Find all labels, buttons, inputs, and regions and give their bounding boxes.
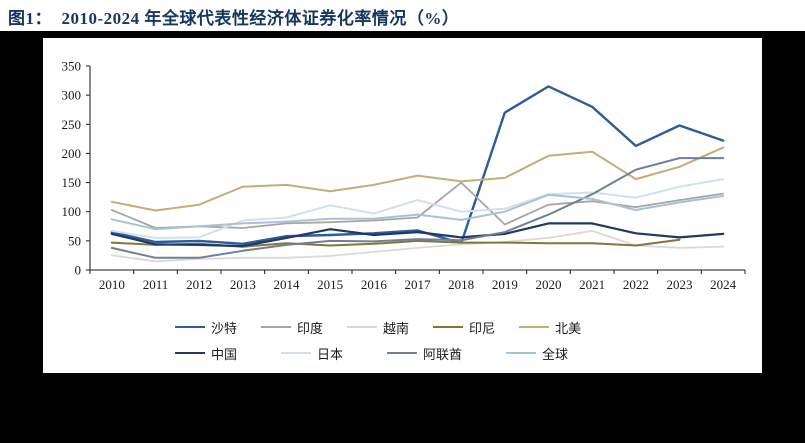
legend-label: 印尼 xyxy=(469,320,496,336)
x-axis-labels: 2010 2011 2012 2013 2014 2015 2016 2017 2018 2019… xyxy=(99,277,737,292)
legend-line-swatch xyxy=(519,326,550,328)
y-tick-label: 200 xyxy=(62,146,82,161)
x-tick-label: 2010 xyxy=(99,277,125,292)
series-line-7 xyxy=(110,157,725,259)
legend-line-swatch xyxy=(175,326,205,328)
series-line-2 xyxy=(110,229,725,263)
legend-label: 越南 xyxy=(383,320,410,336)
x-tick-label: 2012 xyxy=(186,277,212,292)
legend-label: 北美 xyxy=(555,320,582,336)
x-tick-label: 2020 xyxy=(536,277,562,292)
legend-item-2: 越南 xyxy=(347,318,409,337)
y-tick-label: 100 xyxy=(62,204,82,219)
series-line-1 xyxy=(110,181,725,229)
series-line-5 xyxy=(110,222,725,248)
legend-item-7: 阿联酋 xyxy=(387,344,462,363)
series-line-8 xyxy=(110,193,725,231)
legend-line-swatch xyxy=(506,352,537,354)
series-line-4 xyxy=(110,146,725,212)
x-tick-label: 2023 xyxy=(667,277,693,292)
x-tick-label: 2024 xyxy=(710,277,737,292)
legend-label: 阿联酋 xyxy=(423,346,463,362)
legend-item-8: 全球 xyxy=(506,344,568,363)
legend-item-6: 日本 xyxy=(281,344,343,363)
x-tick-label: 2018 xyxy=(448,277,474,292)
x-tick-label: 2022 xyxy=(623,277,649,292)
x-tick-label: 2015 xyxy=(317,277,343,292)
legend-item-0: 沙特 xyxy=(175,318,237,337)
x-tick-label: 2014 xyxy=(274,277,301,292)
x-tick-label: 2019 xyxy=(492,277,518,292)
y-tick-label: 0 xyxy=(75,263,82,278)
y-axis-labels: 0 50 100 150 200 250 300 350 xyxy=(62,59,82,278)
legend-label: 全球 xyxy=(542,346,569,362)
chart-panel: 0 50 100 150 200 250 300 350 2010 2011 2012 2013 201… xyxy=(43,38,762,373)
legend-line-swatch xyxy=(433,326,464,328)
legend-label: 日本 xyxy=(317,346,344,362)
legend-label: 中国 xyxy=(211,346,238,362)
legend-label: 沙特 xyxy=(211,320,238,336)
x-tick-label: 2021 xyxy=(579,277,605,292)
chart-legend: 沙特 印度 越南 印尼 北美中国 日本 阿联酋 全球 xyxy=(175,314,735,366)
series-line-6 xyxy=(110,178,725,239)
legend-item-5: 中国 xyxy=(175,344,237,363)
x-tick-label: 2011 xyxy=(143,277,169,292)
series-line-0 xyxy=(110,85,725,246)
legend-line-swatch xyxy=(175,352,205,354)
y-tick-label: 250 xyxy=(62,117,82,132)
y-tick-label: 50 xyxy=(68,233,81,248)
legend-line-swatch xyxy=(387,352,418,354)
x-tick-label: 2017 xyxy=(405,277,432,292)
legend-line-swatch xyxy=(261,326,292,328)
axes xyxy=(86,65,746,274)
legend-label: 印度 xyxy=(297,320,324,336)
header-band: 图1： 2010-2024 年全球代表性经济体证券化率情况（%） xyxy=(0,0,805,31)
x-tick-label: 2013 xyxy=(230,277,256,292)
legend-line-swatch xyxy=(347,326,378,328)
y-tick-label: 300 xyxy=(62,88,82,103)
legend-row-0: 沙特 印度 越南 印尼 北美 xyxy=(175,314,735,340)
figure-title: 图1： 2010-2024 年全球代表性经济体证券化率情况（%） xyxy=(8,9,460,28)
legend-item-4: 北美 xyxy=(519,318,581,337)
legend-item-3: 印尼 xyxy=(433,318,495,337)
y-tick-label: 350 xyxy=(62,59,82,74)
legend-line-swatch xyxy=(281,352,312,354)
y-tick-label: 150 xyxy=(62,175,82,190)
legend-row-1: 中国 日本 阿联酋 全球 xyxy=(175,340,735,366)
legend-item-1: 印度 xyxy=(261,318,323,337)
x-tick-label: 2016 xyxy=(361,277,388,292)
